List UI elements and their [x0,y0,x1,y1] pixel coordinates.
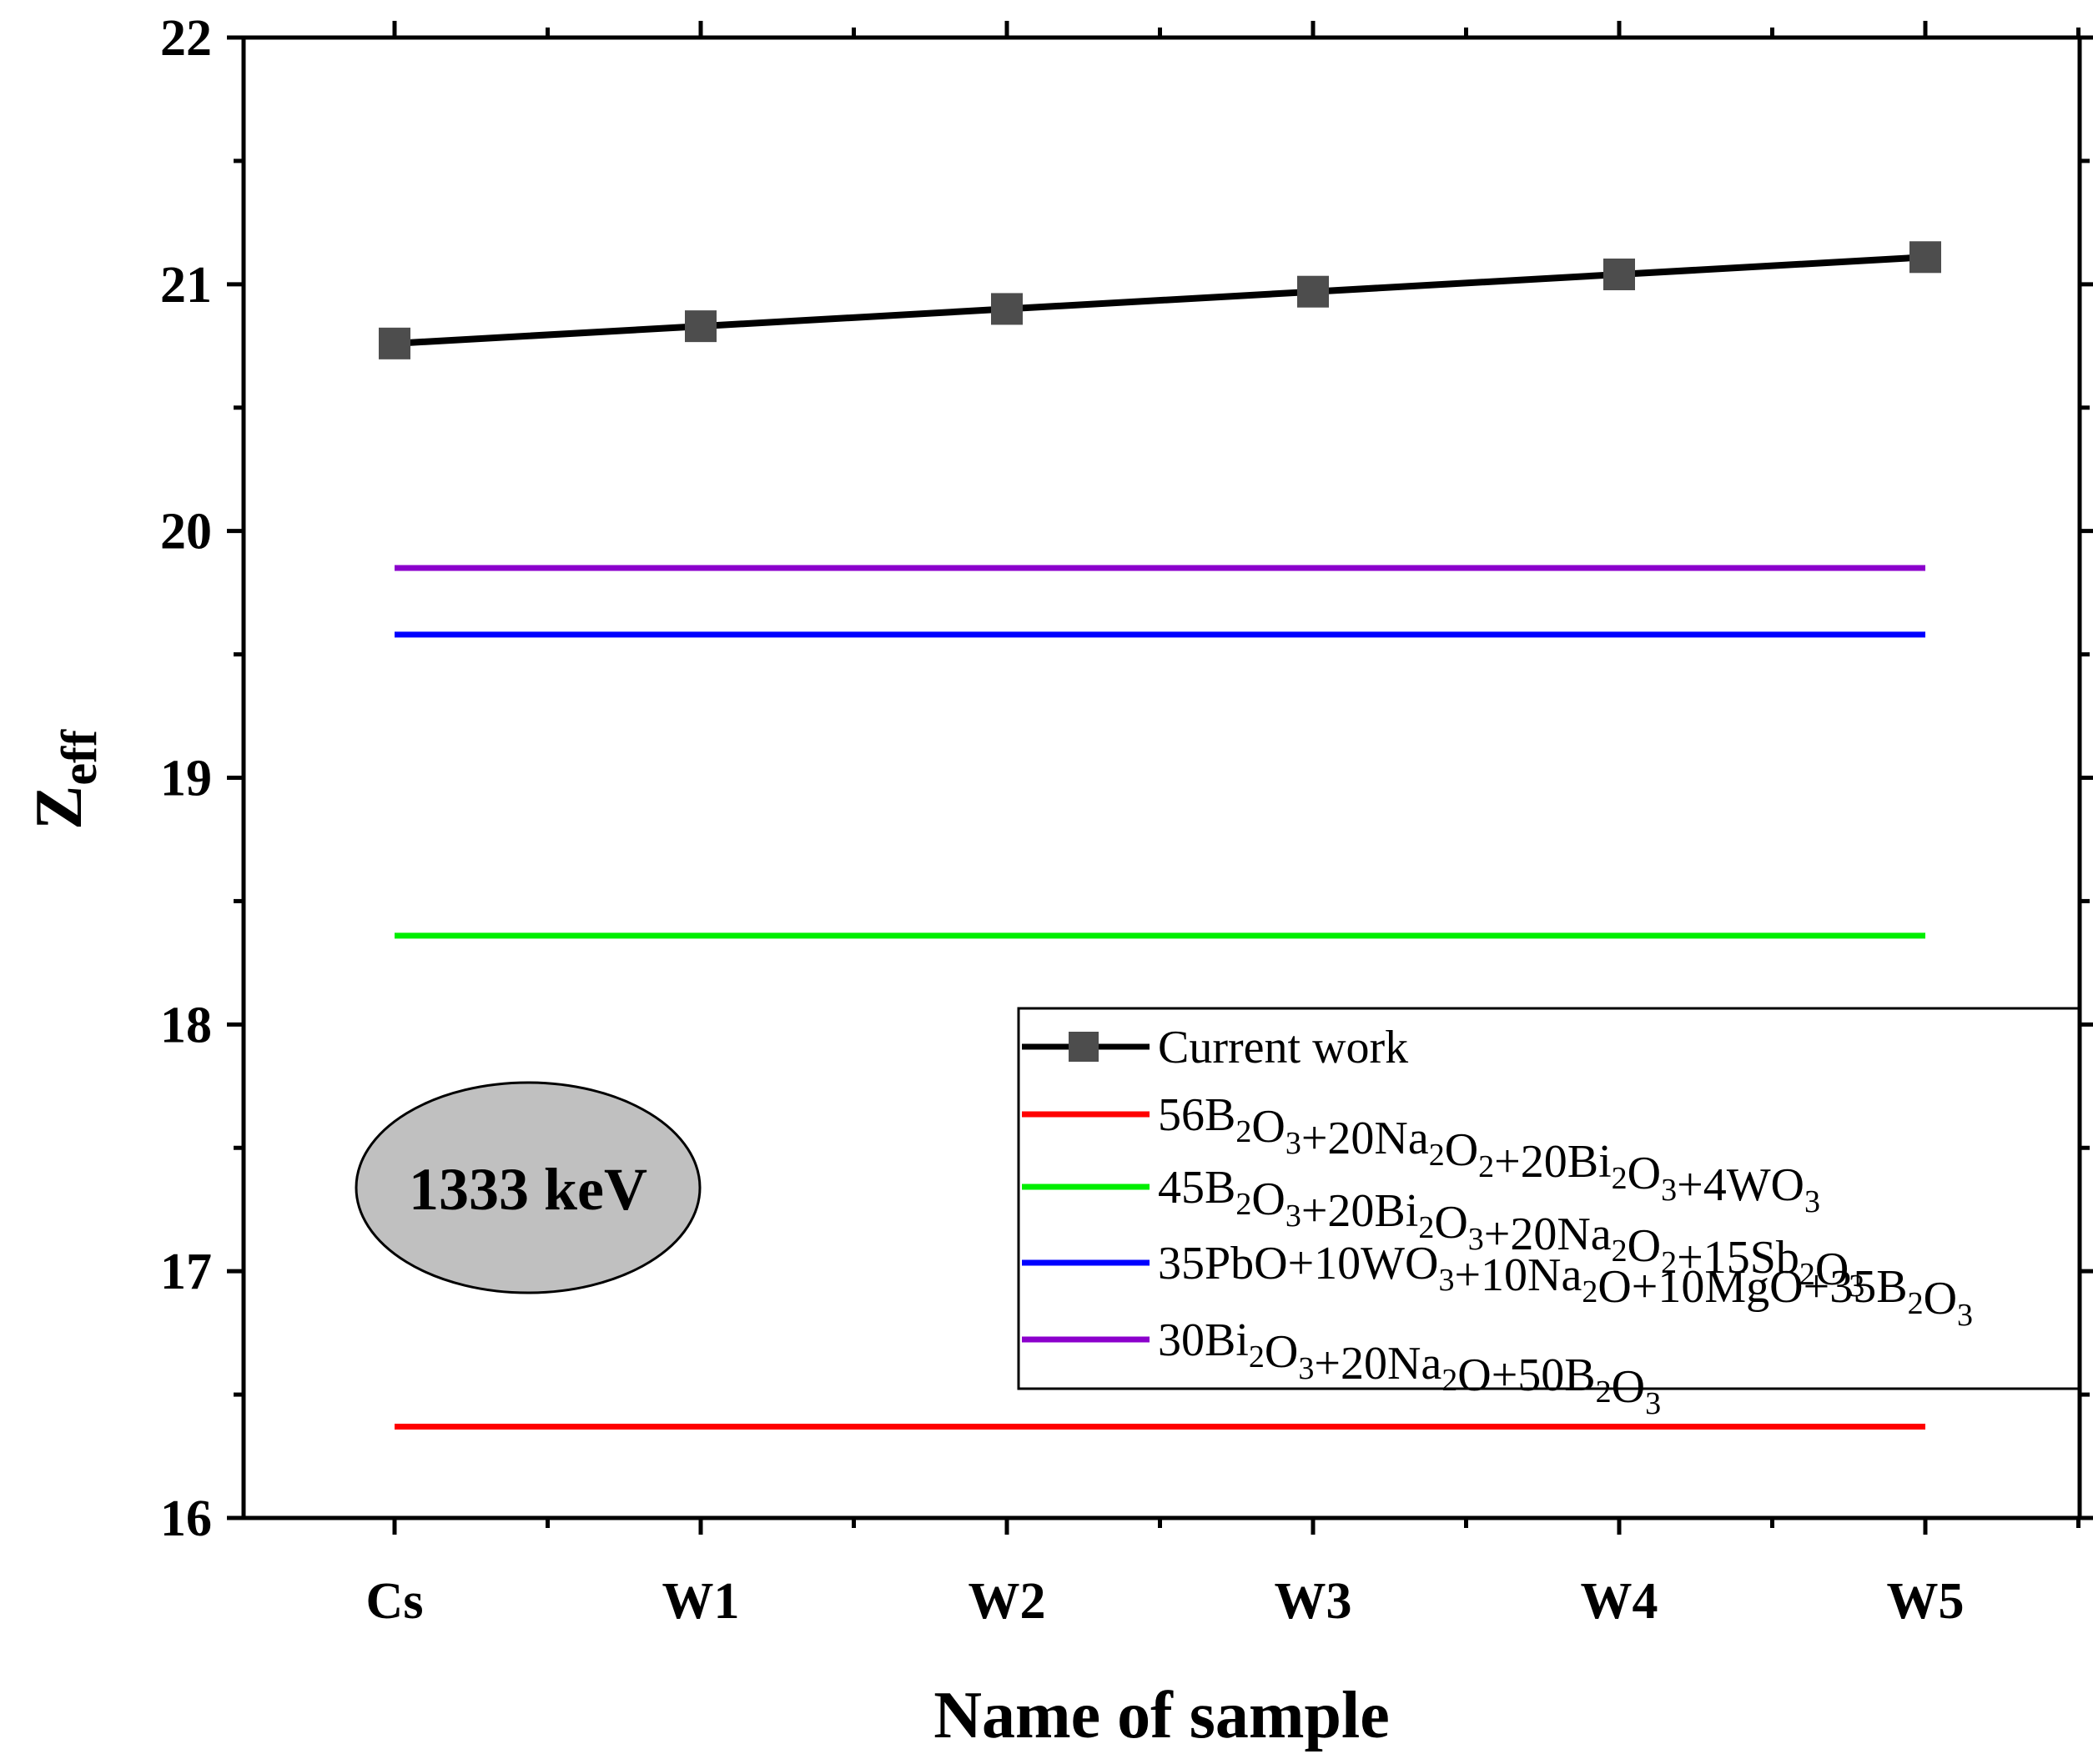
data-point [1603,259,1635,290]
y-axis-title: Zeff [23,729,107,830]
legend-label: 30Bi2O3+20Na2O+50B2O3 [1158,1314,1661,1421]
axes: 16 17 18 19 20 21 22 Cs W1 W2 W3 W4 W5 [160,10,2093,1630]
energy-annotation: 1333 keV [355,1081,702,1294]
y-tick-label: 21 [160,257,212,314]
y-tick-label: 20 [160,504,212,560]
x-tick-label: W3 [1275,1573,1352,1630]
x-tick-label: W4 [1581,1573,1658,1630]
series-line [394,254,1926,347]
legend-label: 45B2O3+20Bi2O3+20Na2O2+15Sb2O3 [1158,1162,1864,1304]
y-tick-label: 22 [160,10,212,67]
legend: Current work 56B2O3+20Na2O2+20Bi2O3+4WO34… [1017,1007,2080,1421]
legend-label: 35PbO+10WO3+10Na2O+10MgO+35B2O3 [1158,1238,1973,1333]
annotation-label: 1333 keV [409,1156,647,1223]
x-tick-label: W2 [969,1573,1046,1630]
data-point [1297,275,1329,308]
y-tick-label: 17 [160,1244,212,1300]
series-0 [379,241,1941,359]
data-point [991,293,1023,325]
x-axis-title: Name of sample [933,1679,1390,1752]
x-tick-label: Cs [366,1573,424,1630]
annotation-ellipse [355,1081,702,1294]
legend-label: Current work [1158,1022,1408,1073]
x-tick-label: W5 [1887,1573,1965,1630]
series-layer [379,241,1941,1430]
legend-box [1017,1007,2080,1390]
data-point [685,310,717,343]
y-tick-label: 19 [160,751,212,807]
legend-label: 56B2O3+20Na2O2+20Bi2O3+4WO3 [1158,1089,1820,1219]
x-tick-label: W1 [662,1573,740,1630]
axis-labels: Name of sample Zeff [23,729,1390,1752]
y-tick-label: 16 [160,1490,212,1547]
data-point [1909,241,1941,274]
legend-swatch-marker [1069,1032,1099,1062]
data-point [379,327,410,359]
y-tick-label: 18 [160,997,212,1053]
